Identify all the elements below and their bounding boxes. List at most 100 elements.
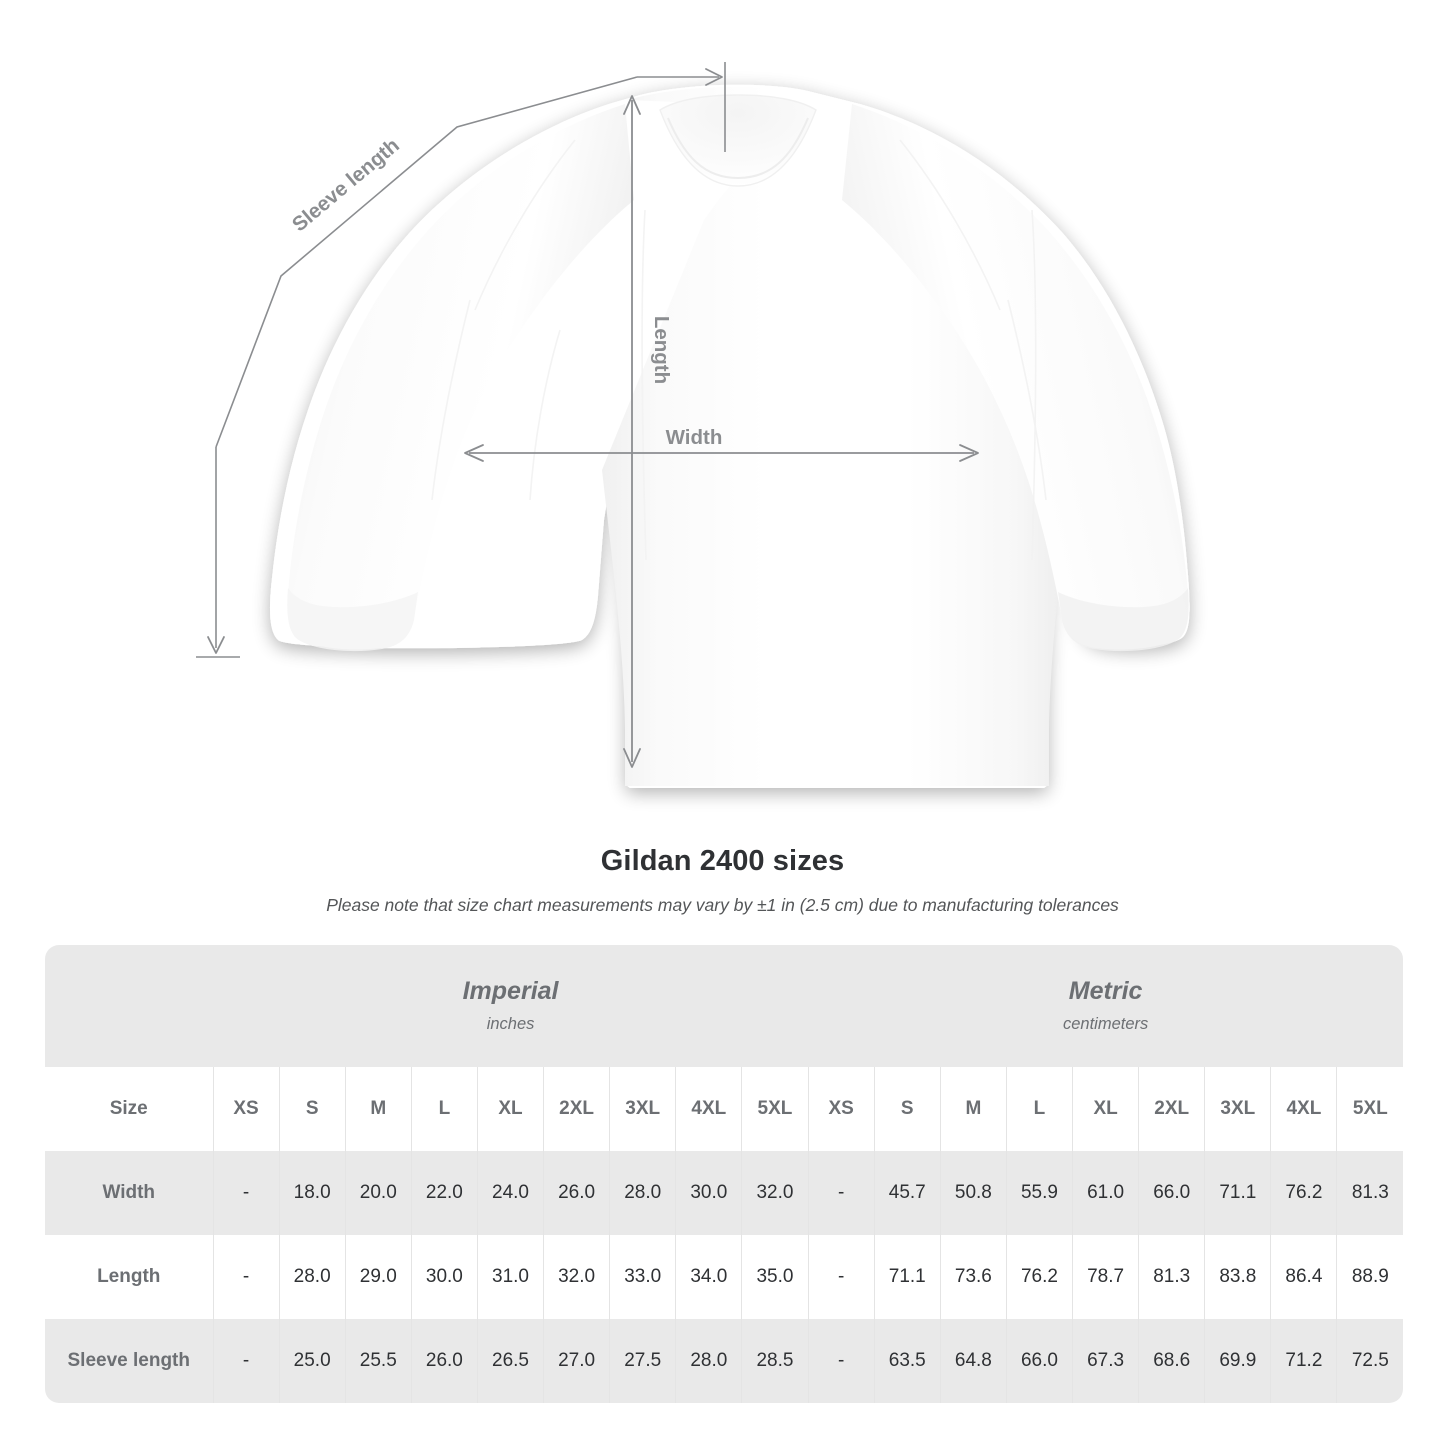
- shirt-collar: [659, 94, 817, 187]
- cell-imperial: 33.0: [609, 1235, 676, 1319]
- size-header-row: Size XS S M L XL 2XL 3XL 4XL 5XL XS S M L XL 2XL 3XL 4XL 5…: [45, 1067, 1404, 1151]
- garment-illustration: Sleeve length Length Width: [196, 62, 1190, 788]
- shirt-right-cuff: [1058, 588, 1189, 652]
- cell-metric: 50.8: [939, 1151, 1007, 1235]
- cell-imperial: 32.0: [741, 1151, 809, 1235]
- cell-metric: 64.8: [939, 1319, 1007, 1403]
- size-table: Imperial inches Metric centimeters Size X…: [45, 945, 1404, 1403]
- length-guide: [623, 95, 641, 768]
- cell-metric: 45.7: [873, 1151, 941, 1235]
- cell-imperial: 24.0: [476, 1151, 544, 1235]
- cell-imperial: 29.0: [344, 1235, 412, 1319]
- cell-metric: 81.3: [1138, 1235, 1205, 1319]
- size-header-metric-4xl: 4XL: [1270, 1067, 1337, 1151]
- size-header-imperial-xs: XS: [212, 1067, 280, 1151]
- unit-banner-spacer: [45, 945, 213, 1067]
- cell-metric: 83.8: [1204, 1235, 1271, 1319]
- metric-sub: centimeters: [1062, 1015, 1149, 1034]
- cell-metric: 86.4: [1270, 1235, 1337, 1319]
- cell-imperial: 26.0: [410, 1319, 478, 1403]
- cell-metric: 55.9: [1005, 1151, 1073, 1235]
- cell-imperial: 31.0: [476, 1235, 544, 1319]
- cell-metric: -: [807, 1319, 875, 1403]
- imperial-sub: inches: [486, 1015, 535, 1034]
- shirt-collar-rib: [667, 117, 809, 180]
- sleeve-length-guide: [196, 62, 726, 658]
- size-column-header: Size: [45, 1067, 213, 1151]
- table-row: Width -18.0 20.0 22.0 24.0 26.0 28.0 30.0 32.0-4…: [45, 1151, 1404, 1235]
- title-block: Gildan 2400 sizes Please note that size …: [0, 845, 1445, 916]
- metric-name: Metric: [1068, 976, 1143, 1005]
- row-label-length: Length: [45, 1235, 213, 1319]
- cell-imperial: 28.0: [609, 1151, 676, 1235]
- page-title: Gildan 2400 sizes: [600, 845, 845, 877]
- size-header-metric-5xl: 5XL: [1336, 1067, 1404, 1151]
- size-header-metric-2xl: 2XL: [1138, 1067, 1205, 1151]
- cell-imperial: 30.0: [410, 1235, 478, 1319]
- shirt-left-sleeve: [288, 104, 634, 650]
- cell-metric: 67.3: [1072, 1319, 1139, 1403]
- cell-imperial: -: [212, 1151, 280, 1235]
- size-header-imperial-3xl: 3XL: [609, 1067, 676, 1151]
- cell-metric: 69.9: [1204, 1319, 1271, 1403]
- cell-metric: 68.6: [1138, 1319, 1205, 1403]
- size-header-imperial-5xl: 5XL: [741, 1067, 809, 1151]
- cell-metric: 76.2: [1270, 1151, 1337, 1235]
- cell-imperial: 27.5: [609, 1319, 676, 1403]
- tolerance-note: Please note that size chart measurements…: [326, 895, 1119, 915]
- width-guide: [464, 444, 979, 462]
- cell-imperial: 28.0: [278, 1235, 346, 1319]
- shirt-right-sleeve: [842, 104, 1188, 650]
- size-header-metric-m: M: [939, 1067, 1007, 1151]
- measurement-guides: [196, 62, 979, 768]
- cell-metric: 71.2: [1270, 1319, 1337, 1403]
- cell-metric: -: [807, 1151, 875, 1235]
- cell-metric: 78.7: [1072, 1235, 1139, 1319]
- size-header-imperial-xl: XL: [476, 1067, 544, 1151]
- cell-metric: 71.1: [873, 1235, 941, 1319]
- size-header-metric-s: S: [873, 1067, 941, 1151]
- cell-imperial: -: [212, 1235, 280, 1319]
- shirt-left-cuff: [287, 588, 418, 652]
- cell-imperial: 27.0: [543, 1319, 610, 1403]
- cell-metric: 73.6: [939, 1235, 1007, 1319]
- size-header-imperial-4xl: 4XL: [675, 1067, 742, 1151]
- fabric-folds: [431, 139, 1047, 561]
- cell-imperial: 20.0: [344, 1151, 412, 1235]
- cell-metric: 72.5: [1336, 1319, 1404, 1403]
- cell-imperial: 26.5: [476, 1319, 544, 1403]
- cell-imperial: 25.0: [278, 1319, 346, 1403]
- table-row: Length -28.0 29.0 30.0 31.0 32.0 33.0 34.0 35.0-…: [45, 1235, 1404, 1319]
- unit-banner-metric: Metric centimeters: [808, 945, 1404, 1067]
- cell-imperial: 35.0: [741, 1235, 809, 1319]
- size-header-imperial-m: M: [344, 1067, 412, 1151]
- unit-banner-row: Imperial inches Metric centimeters: [45, 945, 1404, 1067]
- cell-metric: 81.3: [1336, 1151, 1404, 1235]
- cell-metric: 61.0: [1072, 1151, 1139, 1235]
- row-label-sleeve-length: Sleeve length: [45, 1319, 213, 1403]
- cell-imperial: 28.5: [741, 1319, 809, 1403]
- cell-metric: 76.2: [1005, 1235, 1073, 1319]
- cell-metric: -: [807, 1235, 875, 1319]
- size-header-metric-l: L: [1005, 1067, 1073, 1151]
- cell-imperial: 25.5: [344, 1319, 412, 1403]
- table-row: Sleeve length -25.0 25.5 26.0 26.5 27.0 27.5 28…: [45, 1319, 1404, 1403]
- garment-diagram: Sleeve length Length Width: [196, 62, 1190, 788]
- cell-metric: 63.5: [873, 1319, 941, 1403]
- size-header-metric-xs: XS: [807, 1067, 875, 1151]
- length-label: Length: [650, 316, 673, 384]
- cell-imperial: 28.0: [675, 1319, 742, 1403]
- size-header-metric-3xl: 3XL: [1204, 1067, 1271, 1151]
- cell-metric: 71.1: [1204, 1151, 1271, 1235]
- cell-imperial: 30.0: [675, 1151, 742, 1235]
- row-label-width: Width: [45, 1151, 213, 1235]
- cell-imperial: 22.0: [410, 1151, 478, 1235]
- size-header-metric-xl: XL: [1072, 1067, 1139, 1151]
- size-header-imperial-l: L: [410, 1067, 478, 1151]
- cell-metric: 66.0: [1138, 1151, 1205, 1235]
- cell-imperial: 32.0: [543, 1235, 610, 1319]
- imperial-name: Imperial: [462, 976, 559, 1005]
- unit-banner-imperial: Imperial inches: [213, 945, 809, 1067]
- cell-imperial: 34.0: [675, 1235, 742, 1319]
- cell-imperial: -: [212, 1319, 280, 1403]
